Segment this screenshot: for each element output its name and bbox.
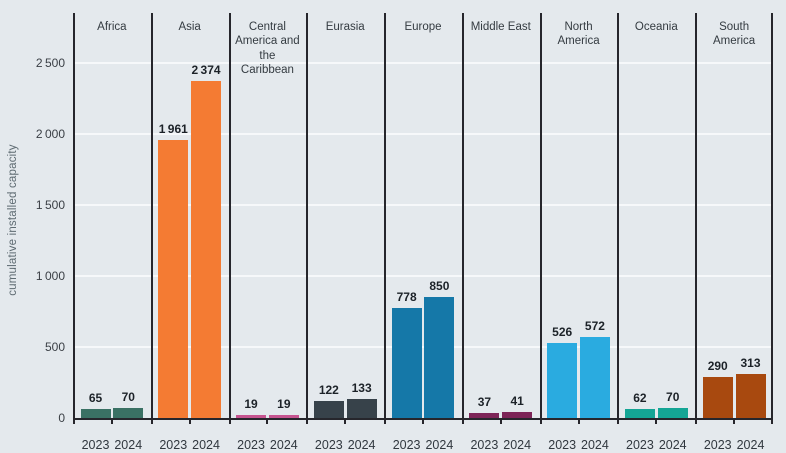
bar-value-label: 1 961 (158, 121, 188, 136)
bar-oceania-2024 (657, 408, 688, 418)
bar-value-label: 133 (351, 381, 372, 396)
bar-south-america-2024 (735, 373, 766, 418)
panel-separator (771, 13, 773, 424)
x-axis-tick (655, 418, 658, 424)
bar-north-america-2023 (547, 343, 578, 418)
panel-separator (384, 13, 386, 424)
bar-value-label: 65 (88, 390, 103, 405)
x-tick-label-2023: 2023 (159, 438, 188, 452)
x-tick-label-2023: 2023 (470, 438, 499, 452)
bar-africa-2024 (113, 408, 144, 418)
panel-header-central-america-and-the-caribbean: Central America and the Caribbean (235, 21, 300, 77)
bar-value-label: 850 (429, 279, 450, 294)
bar-value-label: 19 (277, 397, 291, 412)
bar-middle-east-2023 (469, 412, 500, 418)
bar-north-america-2024 (579, 336, 610, 418)
x-axis-tick (344, 418, 347, 424)
bar-value-label: 313 (740, 355, 761, 370)
bar-value-label: 70 (121, 390, 135, 405)
panel-separator (695, 13, 697, 424)
x-tick-label-2023: 2023 (548, 438, 577, 452)
x-tick-label-2024: 2024 (658, 438, 687, 452)
y-tick-label-1000: 1 000 (35, 269, 65, 283)
bar-eurasia-2024 (346, 399, 377, 418)
y-tick-label-2500: 2 500 (35, 56, 65, 70)
bar-asia-2023 (158, 139, 189, 418)
bar-africa-2023 (80, 408, 111, 418)
x-axis-tick (110, 418, 113, 424)
x-axis-tick (733, 418, 736, 424)
panel-separator (462, 13, 464, 424)
panel-header-africa: Africa (97, 21, 127, 33)
bar-europe-2023 (391, 307, 422, 418)
x-tick-label-2024: 2024 (269, 438, 298, 452)
panel-separator (540, 13, 542, 424)
bar-value-label: 37 (477, 394, 492, 409)
panel-separator (617, 13, 619, 424)
bar-value-label: 19 (244, 397, 258, 412)
bar-middle-east-2024 (502, 412, 533, 418)
bar-value-label: 41 (510, 394, 524, 409)
y-tick-label-1500: 1 500 (35, 198, 65, 212)
bar-value-label: 290 (707, 358, 728, 373)
panel-header-asia: Asia (178, 21, 201, 33)
x-tick-label-2023: 2023 (237, 438, 265, 452)
panel-separator (73, 13, 75, 424)
bar-value-label: 572 (584, 318, 605, 333)
x-tick-label-2024: 2024 (425, 438, 454, 452)
panel-header-europe: Europe (404, 21, 442, 33)
bar-eurasia-2023 (313, 400, 344, 418)
bar-value-label: 62 (633, 391, 647, 406)
panel-separator (306, 13, 308, 424)
x-tick-label-2023: 2023 (81, 438, 110, 452)
bar-value-label: 526 (552, 325, 573, 340)
panel-header-middle-east: Middle East (470, 21, 531, 33)
bar-central-america-and-the-caribbean-2023 (236, 415, 267, 418)
x-tick-label-2024: 2024 (114, 438, 143, 452)
bar-value-label: 778 (396, 289, 417, 304)
x-axis-tick (188, 418, 191, 424)
x-tick-label-2023: 2023 (392, 438, 421, 452)
bar-asia-2024 (191, 80, 222, 418)
gridline-2000 (73, 133, 773, 135)
panel-header-oceania: Oceania (634, 21, 678, 33)
x-tick-label-2024: 2024 (192, 438, 220, 452)
bar-value-label: 70 (666, 390, 680, 405)
gridline-2500 (73, 62, 773, 64)
bar-value-label: 122 (318, 382, 339, 397)
gridline-500 (73, 346, 773, 348)
bar-south-america-2023 (702, 376, 733, 418)
panel-separator (229, 13, 231, 424)
x-tick-label-2024: 2024 (503, 438, 532, 452)
bar-value-label: 2 374 (191, 62, 221, 77)
x-axis-tick (577, 418, 580, 424)
panel-header-eurasia: Eurasia (325, 21, 365, 33)
x-tick-label-2024: 2024 (347, 438, 376, 452)
x-tick-label-2023: 2023 (703, 438, 732, 452)
x-axis-tick (499, 418, 502, 424)
gridline-1000 (73, 275, 773, 277)
bar-central-america-and-the-caribbean-2024 (268, 415, 299, 418)
gridline-1500 (73, 204, 773, 206)
x-tick-label-2024: 2024 (736, 438, 765, 452)
y-tick-label-0: 0 (58, 411, 65, 425)
x-axis-tick (422, 418, 424, 424)
x-tick-label-2023: 2023 (314, 438, 343, 452)
bar-europe-2024 (424, 297, 455, 418)
y-axis-title: cumulative installed capacity (7, 144, 19, 296)
x-tick-label-2024: 2024 (581, 438, 609, 452)
bar-oceania-2023 (624, 409, 655, 418)
y-tick-label-2000: 2 000 (35, 127, 65, 141)
x-tick-label-2023: 2023 (626, 438, 654, 452)
panel-separator (151, 13, 153, 424)
y-tick-label-500: 500 (44, 340, 65, 354)
panel-header-south-america: South America (713, 21, 756, 48)
panel-header-north-america: North America (557, 21, 600, 48)
x-axis-tick (266, 418, 269, 424)
plot-area: Africa 65 2023 70 2024 Asia 1 961 2023 2 374 2024… (73, 13, 773, 452)
